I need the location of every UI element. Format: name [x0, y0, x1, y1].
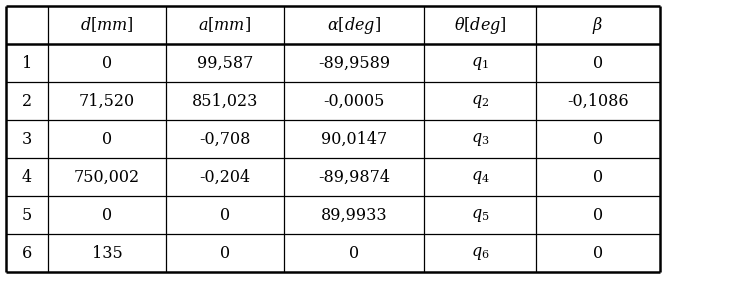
Text: 4: 4 — [22, 169, 32, 185]
Text: 135: 135 — [92, 244, 122, 262]
Text: $a[mm]$: $a[mm]$ — [199, 16, 251, 34]
Text: $q_4$: $q_4$ — [471, 169, 490, 185]
Text: 3: 3 — [22, 130, 32, 147]
Text: 0: 0 — [593, 244, 603, 262]
Text: 0: 0 — [349, 244, 359, 262]
Text: -89,9589: -89,9589 — [318, 54, 390, 72]
Text: -0,204: -0,204 — [199, 169, 251, 185]
Text: $q_5$: $q_5$ — [471, 207, 490, 223]
Text: 5: 5 — [22, 207, 32, 223]
Text: 1: 1 — [22, 54, 32, 72]
Text: 851,023: 851,023 — [192, 92, 258, 110]
Text: 0: 0 — [102, 130, 112, 147]
Text: $q_2$: $q_2$ — [471, 92, 489, 110]
Text: $q_1$: $q_1$ — [471, 54, 489, 72]
Text: -0,0005: -0,0005 — [324, 92, 385, 110]
Text: 0: 0 — [102, 207, 112, 223]
Text: $\beta$: $\beta$ — [592, 14, 603, 35]
Text: 99,587: 99,587 — [197, 54, 253, 72]
Text: 750,002: 750,002 — [74, 169, 140, 185]
Text: $d[mm]$: $d[mm]$ — [80, 16, 134, 34]
Text: 90,0147: 90,0147 — [321, 130, 387, 147]
Text: 6: 6 — [22, 244, 32, 262]
Text: 89,9933: 89,9933 — [321, 207, 388, 223]
Text: 0: 0 — [593, 54, 603, 72]
Text: 0: 0 — [220, 207, 230, 223]
Text: $q_6$: $q_6$ — [471, 244, 490, 262]
Text: -0,1086: -0,1086 — [567, 92, 629, 110]
Text: -89,9874: -89,9874 — [318, 169, 390, 185]
Text: $\alpha[deg]$: $\alpha[deg]$ — [327, 14, 381, 35]
Text: 0: 0 — [593, 207, 603, 223]
Text: -0,708: -0,708 — [199, 130, 251, 147]
Text: 0: 0 — [102, 54, 112, 72]
Text: 0: 0 — [220, 244, 230, 262]
Text: $\theta[deg]$: $\theta[deg]$ — [454, 14, 507, 35]
Text: 0: 0 — [593, 169, 603, 185]
Text: $q_3$: $q_3$ — [471, 130, 490, 147]
Text: 0: 0 — [593, 130, 603, 147]
Text: 2: 2 — [22, 92, 32, 110]
Text: 71,520: 71,520 — [79, 92, 135, 110]
